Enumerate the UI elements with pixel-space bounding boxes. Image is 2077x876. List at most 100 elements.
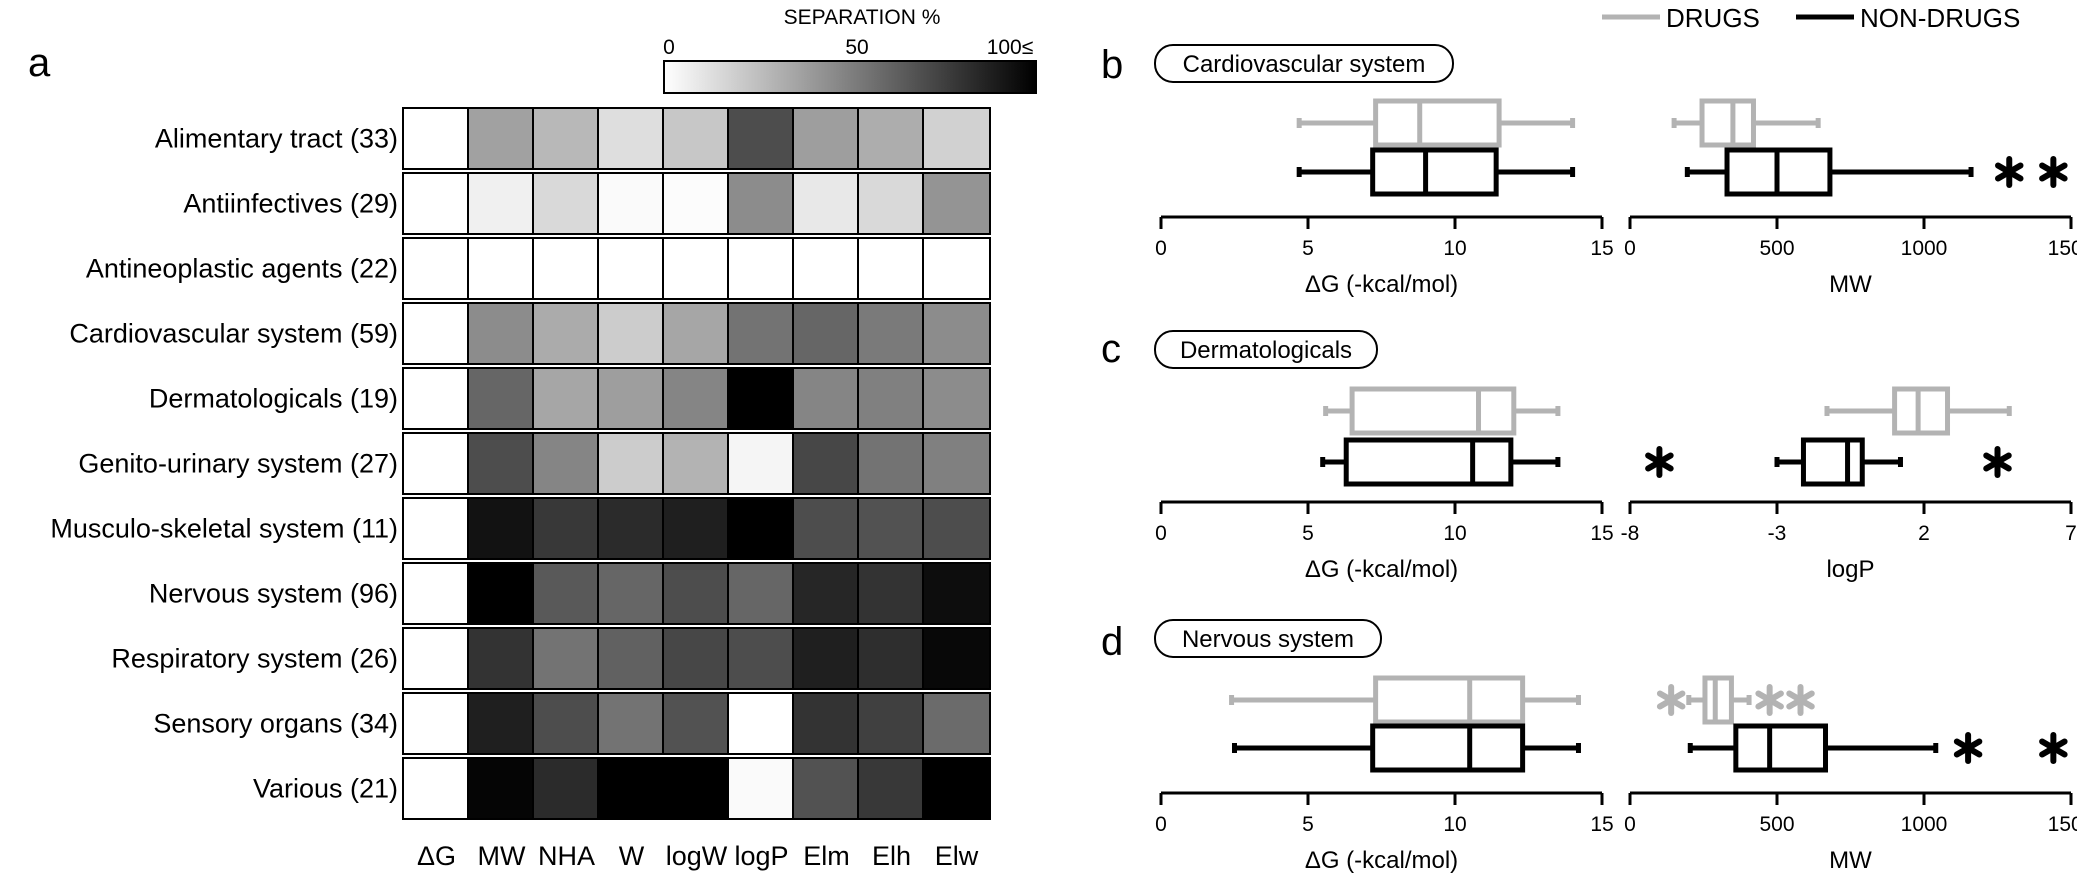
heatmap-cell	[532, 237, 601, 300]
heatmap-cell	[402, 302, 471, 365]
row-label-musculo-skeletal-system-11: Musculo-skeletal system (11)	[50, 514, 398, 544]
colorbar-tick-100: 100≤	[987, 36, 1034, 59]
heatmap: Alimentary tract (33) Antiinfectives (29)…	[50, 107, 991, 871]
heatmap-cell	[532, 692, 601, 755]
heatmap-cell	[727, 432, 796, 495]
heatmap-cell	[922, 302, 991, 365]
x-axis-label: MW	[1829, 271, 1872, 298]
row-label-nervous-system-96: Nervous system (96)	[149, 579, 398, 609]
heatmap-cell	[597, 692, 666, 755]
heatmap-cell	[857, 562, 926, 625]
heatmap-cell	[792, 692, 861, 755]
heatmap-cell	[402, 172, 471, 235]
heatmap-cell	[597, 757, 666, 820]
row-label-dermatologicals-19: Dermatologicals (19)	[149, 384, 398, 414]
heatmap-cell	[597, 237, 666, 300]
asterisk-stroke	[1983, 452, 2012, 472]
series-non-drugs	[1296, 147, 1576, 197]
panel-b-letter: b	[1101, 43, 1123, 87]
heatmap-cell	[792, 627, 861, 690]
asterisk-stroke	[1755, 690, 1784, 710]
heatmap-cell	[727, 627, 796, 690]
boxplot-d-g-kcal-mol: 0 5 10 15 ΔG (-kcal/mol)	[1155, 675, 1614, 874]
series-non-drugs	[1232, 723, 1581, 773]
heatmap-cell	[467, 562, 536, 625]
heatmap-cell	[727, 107, 796, 170]
heatmap-cell	[857, 627, 926, 690]
heatmap-cell	[662, 497, 731, 560]
heatmap-cell	[792, 237, 861, 300]
column-label-g: ΔG	[417, 841, 456, 871]
heatmap-cell	[597, 627, 666, 690]
panel-d-letter: d	[1101, 620, 1123, 664]
row-label-cardiovascular-system-59: Cardiovascular system (59)	[69, 319, 398, 349]
iqr-box	[1343, 437, 1514, 487]
x-tick-label: 0	[1155, 237, 1167, 260]
legend: DRUGS NON-DRUGS	[1602, 3, 2020, 33]
heatmap-cell	[922, 172, 991, 235]
heatmap-cell	[727, 367, 796, 430]
x-tick-label: 7	[2065, 522, 2077, 545]
heatmap-cell	[662, 302, 731, 365]
heatmap-cell	[467, 692, 536, 755]
asterisk-stroke	[1786, 690, 1815, 710]
heatmap-cell	[727, 692, 796, 755]
asterisk-stroke	[2039, 738, 2068, 758]
column-label-w: W	[619, 841, 645, 871]
column-label-mw: MW	[478, 841, 526, 871]
iqr-box	[1370, 147, 1499, 197]
asterisk-stroke	[1995, 162, 2024, 182]
series-drugs	[1323, 386, 1561, 436]
heatmap-cell	[402, 107, 471, 170]
heatmap-cell	[792, 497, 861, 560]
row-label-genito-urinary-system-27: Genito-urinary system (27)	[78, 449, 398, 479]
x-axis-label: ΔG (-kcal/mol)	[1305, 556, 1458, 583]
x-tick-label: 10	[1443, 237, 1466, 260]
heatmap-cell	[857, 367, 926, 430]
heatmap-cell	[662, 692, 731, 755]
heatmap-cell	[467, 107, 536, 170]
iqr-box	[1373, 98, 1502, 148]
heatmap-cell	[532, 562, 601, 625]
iqr-box	[1800, 437, 1865, 487]
heatmap-cell	[922, 107, 991, 170]
panel-a: a SEPARATION % 0 50 100≤ Alimentary trac…	[28, 6, 1037, 871]
row-label-alimentary-tract-33: Alimentary tract (33)	[155, 124, 398, 154]
heatmap-cell	[597, 107, 666, 170]
heatmap-cell	[662, 237, 731, 300]
heatmap-cell	[532, 757, 601, 820]
heatmap-cell	[402, 692, 471, 755]
row-label-antineoplastic-agents-22: Antineoplastic agents (22)	[86, 254, 398, 284]
heatmap-cell	[922, 562, 991, 625]
iqr-box	[1702, 675, 1734, 725]
x-axis-label: ΔG (-kcal/mol)	[1305, 271, 1458, 298]
heatmap-cell	[922, 237, 991, 300]
heatmap-cell	[597, 562, 666, 625]
heatmap-cell	[402, 562, 471, 625]
series-drugs	[1656, 675, 1815, 725]
heatmap-cell	[727, 562, 796, 625]
panel-d-title: Nervous system	[1182, 626, 1354, 653]
outlier-asterisk	[1983, 446, 2012, 478]
boxplot-panels: b Cardiovascular system c Dermatological…	[1101, 43, 2077, 874]
colorbar-tick-50: 50	[845, 36, 868, 59]
heatmap-cell	[597, 432, 666, 495]
heatmap-cell	[727, 497, 796, 560]
legend-nondrugs-label: NON-DRUGS	[1860, 3, 2020, 33]
outlier-asterisk	[2039, 156, 2068, 188]
heatmap-cell	[467, 757, 536, 820]
iqr-box	[1349, 386, 1517, 436]
series-non-drugs	[1320, 437, 1561, 487]
x-tick-label: 10	[1443, 522, 1466, 545]
heatmap-cell	[727, 172, 796, 235]
x-tick-label: 5	[1302, 237, 1314, 260]
heatmap-cell	[727, 757, 796, 820]
x-axis-label: MW	[1829, 847, 1872, 874]
outlier-asterisk	[1755, 684, 1784, 716]
boxplot-b-mw: 0 500 1000 1500 MW	[1624, 98, 2077, 298]
series-drugs	[1824, 386, 2012, 436]
asterisk-stroke	[1645, 452, 1674, 472]
x-tick-label: -8	[1621, 522, 1640, 545]
heatmap-cell	[857, 107, 926, 170]
iqr-box	[1699, 98, 1756, 148]
